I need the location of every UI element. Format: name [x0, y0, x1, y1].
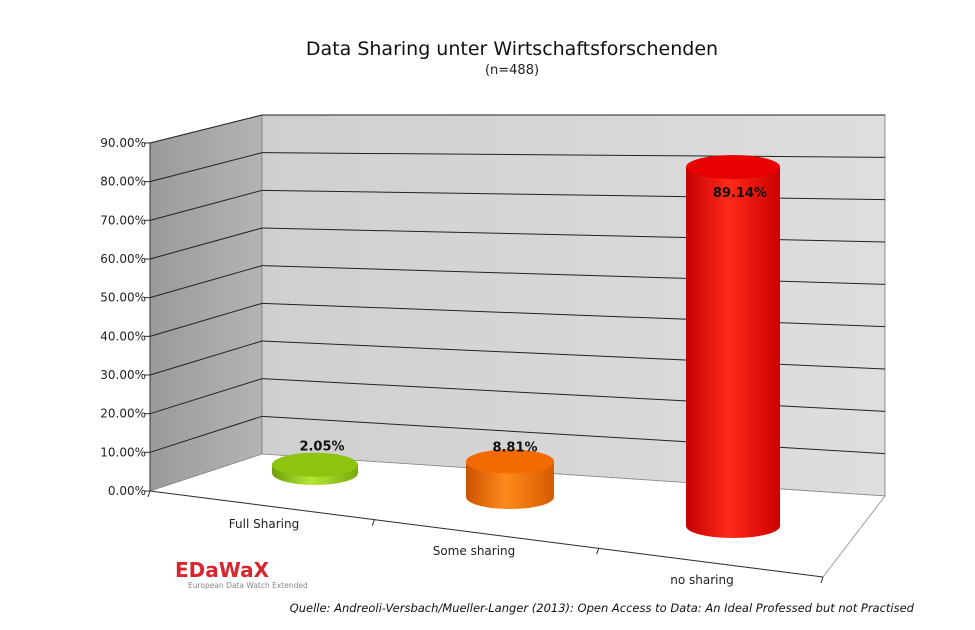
- data-label: 8.81%: [492, 441, 537, 456]
- x-axis-line: [149, 490, 824, 578]
- chart-title: Data Sharing unter Wirtschaftsforschende…: [306, 38, 718, 60]
- y-tick-label: 90.00%: [100, 136, 146, 150]
- bar-body: [466, 461, 554, 509]
- x-tick-mark: [596, 548, 600, 555]
- y-tick-label: 20.00%: [100, 407, 146, 421]
- gridline-back: [261, 265, 886, 285]
- bar-top: [272, 452, 358, 477]
- x-tick-label: Some sharing: [433, 544, 516, 558]
- x-tick-label: Full Sharing: [229, 517, 299, 531]
- bar-full-sharing: [272, 452, 358, 485]
- edawax-logo: EDaWaX European Data Watch Extended: [175, 558, 308, 590]
- gridline-back: [261, 378, 886, 412]
- x-tick-label: no sharing: [670, 573, 733, 587]
- y-tick-label: 30.00%: [100, 368, 146, 382]
- gridline-back: [261, 340, 886, 370]
- bar-top: [686, 155, 780, 179]
- x-tick-mark: [371, 519, 375, 526]
- logo-name: EDaWaX: [175, 558, 270, 582]
- y-tick-label: 40.00%: [100, 329, 146, 343]
- bar-body: [686, 167, 780, 538]
- gridline-side: [149, 114, 263, 144]
- gridline-side: [149, 265, 263, 299]
- x-tick-mark: [820, 576, 824, 584]
- x-tick-mark: [147, 490, 151, 498]
- gridline-back: [261, 302, 886, 328]
- bar-no-sharing: [686, 155, 780, 538]
- plot-back-wall: [261, 114, 886, 497]
- gridline-side: [149, 302, 263, 337]
- y-tick-label: 50.00%: [100, 291, 146, 305]
- gridline-back: [261, 415, 886, 455]
- y-tick-label: 10.00%: [100, 445, 146, 459]
- bar-some-sharing: [466, 449, 554, 509]
- gridline-side: [149, 378, 263, 415]
- gridline-side: [149, 189, 263, 221]
- gridline-side: [149, 340, 263, 376]
- y-axis: 0.00% 10.00% 20.00% 30.00% 40.00% 50.00% 60.00…: [100, 136, 151, 498]
- y-tick-label: 80.00%: [100, 175, 146, 189]
- gridline-back: [261, 227, 886, 243]
- x-axis: Full Sharing Some sharing no sharing: [147, 490, 824, 587]
- chart-subtitle: (n=488): [485, 63, 539, 78]
- y-tick-label: 60.00%: [100, 252, 146, 266]
- y-tick-label: 70.00%: [100, 213, 146, 227]
- gridline-back: [261, 189, 886, 201]
- gridline-side: [149, 152, 263, 183]
- value-labels: 2.05% 8.81% 89.14%: [299, 186, 767, 456]
- logo-tagline: European Data Watch Extended: [188, 581, 308, 590]
- bar-top: [466, 449, 554, 474]
- bars: [272, 155, 780, 538]
- data-label: 89.14%: [713, 186, 767, 201]
- source-note: Quelle: Andreoli-Versbach/Mueller-Langer…: [290, 601, 915, 615]
- data-label: 2.05%: [299, 440, 344, 455]
- gridline-side: [149, 415, 263, 453]
- gridline-side: [149, 227, 263, 260]
- y-tick-label: 0.00%: [108, 484, 146, 498]
- gridlines: [149, 114, 886, 455]
- gridline-back: [261, 152, 886, 158]
